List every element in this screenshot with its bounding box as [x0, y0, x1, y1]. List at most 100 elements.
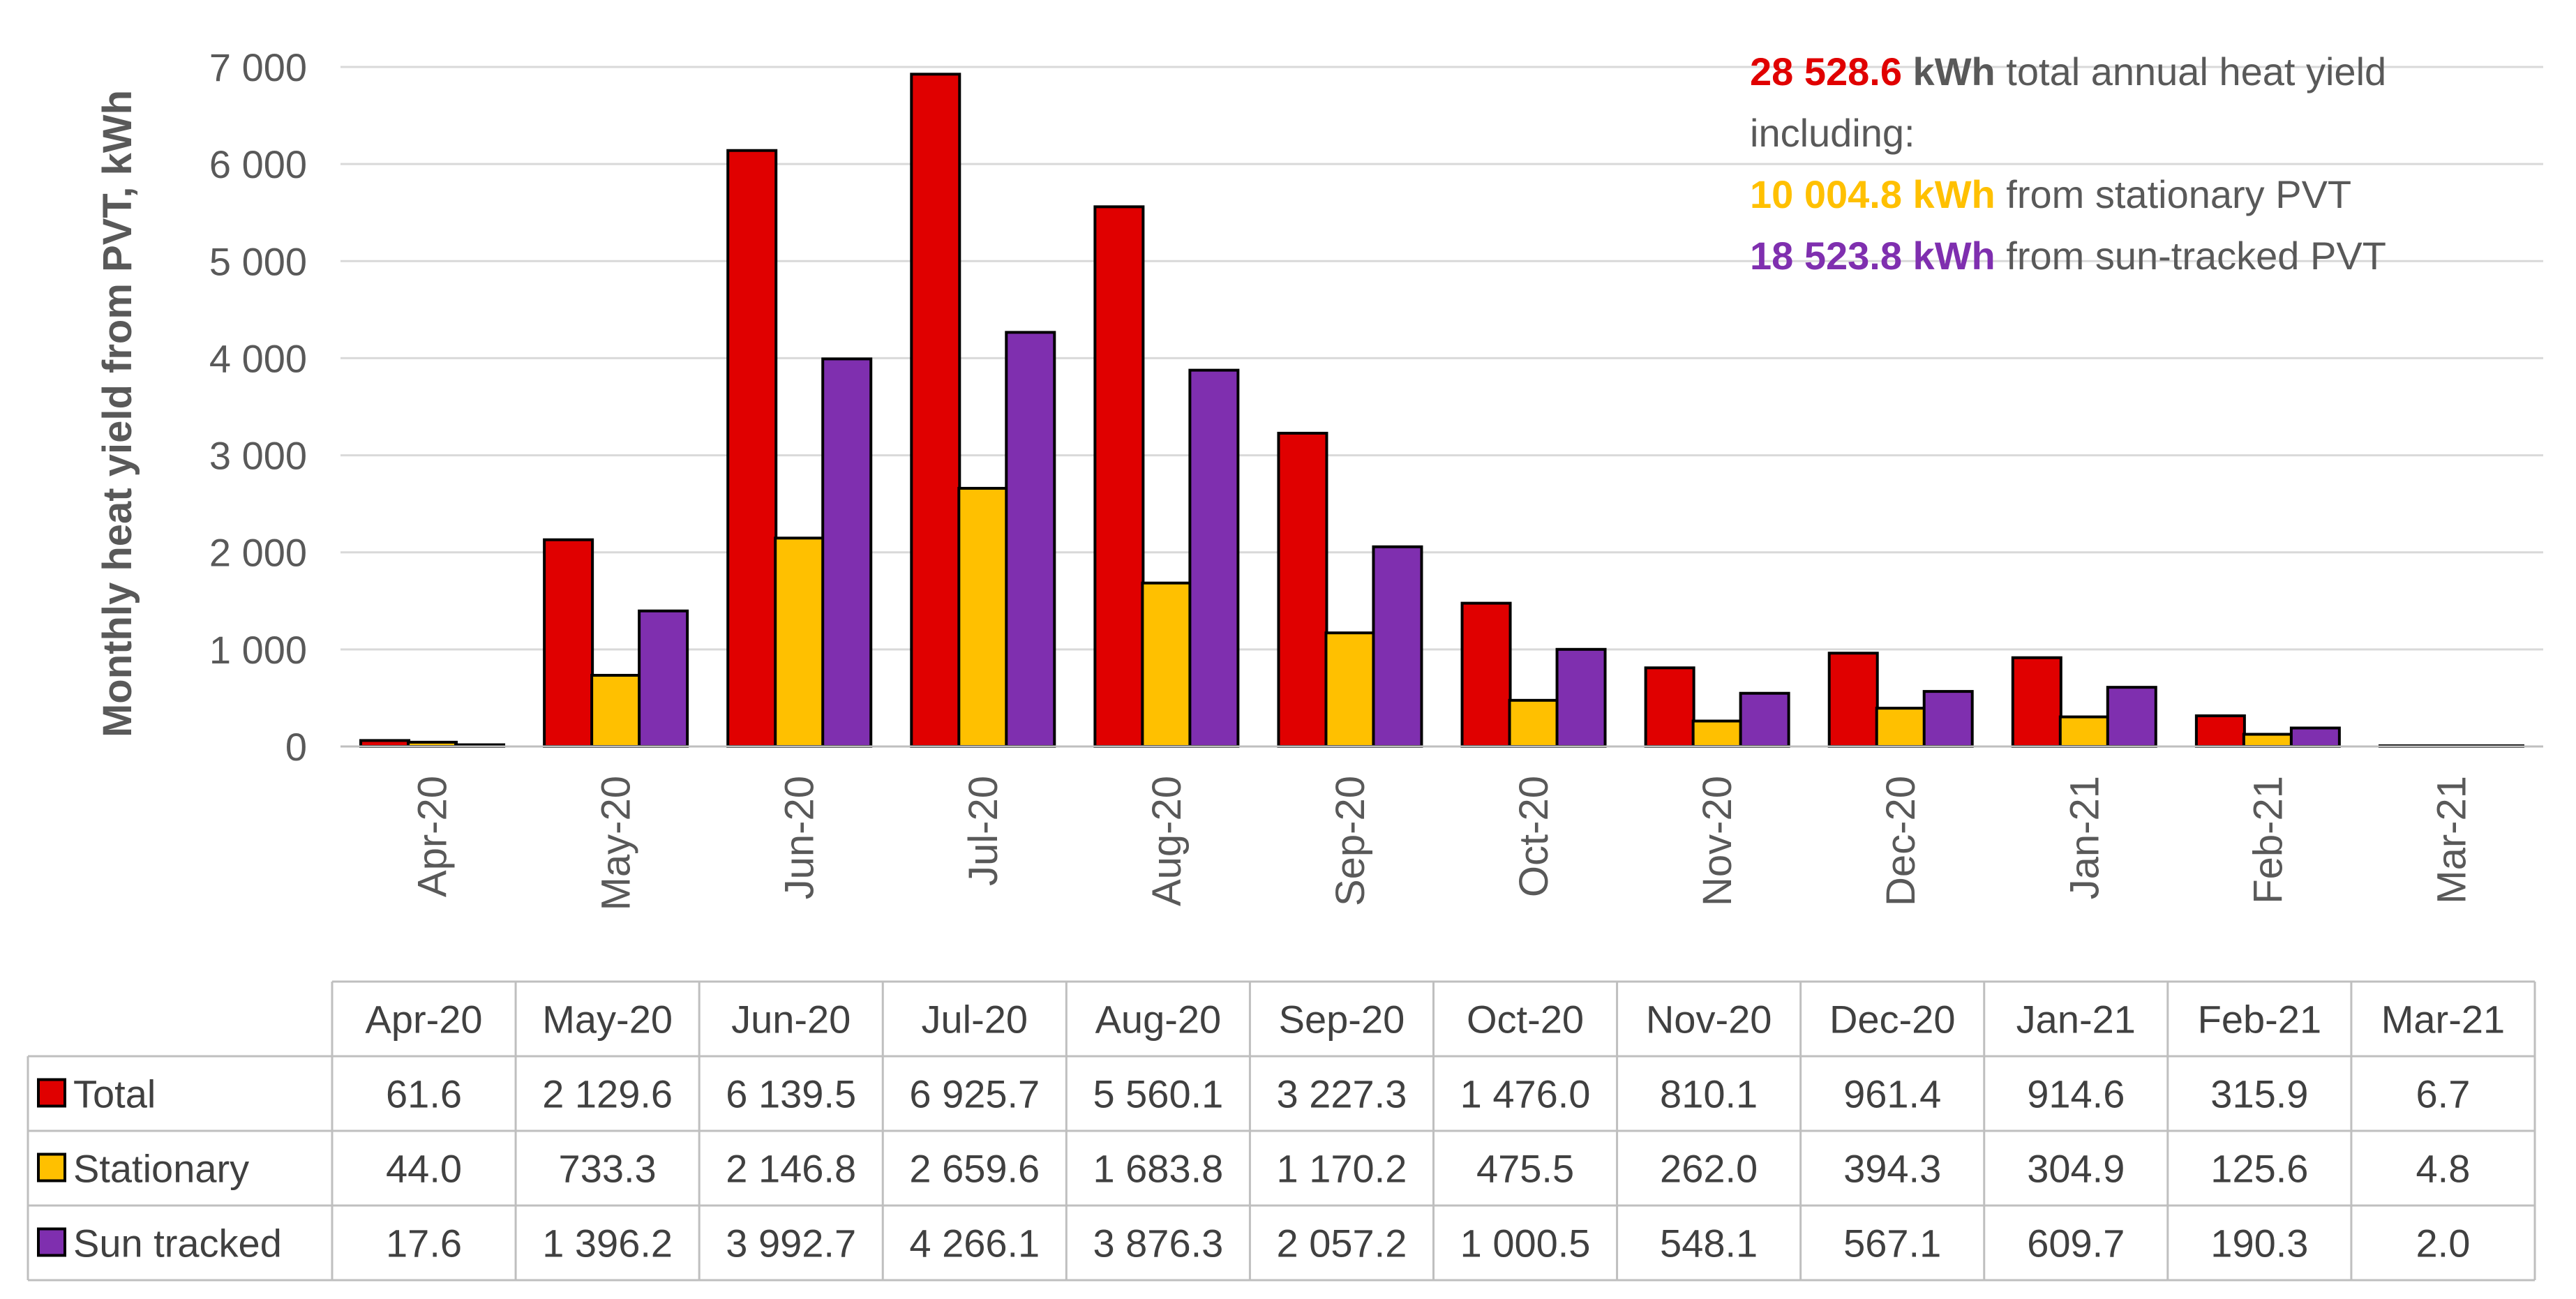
x-tick-label: Jan-21: [2062, 776, 2107, 899]
bar-total-sep-20: [1277, 431, 1328, 749]
bar-sun-tracked-aug-20: [1188, 368, 1240, 748]
table-value-cell: 567.1: [1843, 1222, 1941, 1266]
table-series-name: Total: [73, 1072, 156, 1116]
bar-sun-tracked-oct-20: [1555, 647, 1607, 749]
table-value-cell: 810.1: [1660, 1072, 1758, 1116]
bar-stationary-sep-20: [1324, 631, 1376, 749]
bar-total-may-20: [543, 538, 594, 749]
table-value-cell: 2.0: [2416, 1222, 2471, 1266]
bar-sun-tracked-nov-20: [1739, 691, 1790, 748]
bar-stationary-nov-20: [1691, 719, 1743, 748]
table-value-cell: 5 560.1: [1093, 1072, 1223, 1116]
bar-stationary-jul-20: [957, 486, 1009, 748]
bar-stationary-aug-20: [1141, 581, 1192, 748]
table-value-cell: 44.0: [386, 1147, 462, 1191]
table-value-cell: 1 396.2: [542, 1222, 673, 1266]
table-value-cell: 733.3: [559, 1147, 657, 1191]
y-tick-label: 5 000: [209, 239, 307, 283]
x-tick-label: Oct-20: [1511, 776, 1557, 897]
bar-sun-tracked-jul-20: [1005, 331, 1056, 748]
table-value-cell: 1 170.2: [1277, 1147, 1407, 1191]
y-tick-label: 3 000: [209, 434, 307, 478]
bar-total-jul-20: [910, 73, 961, 748]
bar-total-nov-20: [1644, 666, 1695, 749]
table-value-cell: 61.6: [386, 1072, 462, 1116]
bar-sun-tracked-feb-21: [2289, 726, 2341, 749]
x-tick-label: Mar-21: [2429, 776, 2474, 904]
table-value-cell: 315.9: [2210, 1072, 2308, 1116]
table-value-cell: 609.7: [2027, 1222, 2125, 1266]
x-tick-label: Sep-20: [1328, 776, 1373, 906]
table-header-cell: Mar-21: [2381, 998, 2505, 1042]
table-value-cell: 3 876.3: [1093, 1222, 1223, 1266]
table-header-cell: Nov-20: [1646, 998, 1772, 1042]
annotation-part: including:: [1750, 111, 1915, 155]
bar-stationary-feb-21: [2242, 733, 2293, 749]
bar-stationary-may-20: [590, 673, 642, 749]
bar-total-jun-20: [726, 149, 778, 748]
bar-total-dec-20: [1827, 652, 1879, 748]
table-value-cell: 17.6: [386, 1222, 462, 1266]
bar-stationary-jun-20: [774, 536, 825, 748]
y-tick-label: 0: [285, 725, 307, 769]
table-value-cell: 4 266.1: [909, 1222, 1040, 1266]
x-tick-label: Aug-20: [1144, 776, 1190, 906]
table-series-name: Stationary: [73, 1147, 249, 1191]
bar-sun-tracked-sep-20: [1372, 545, 1423, 748]
legend-swatch: [37, 1078, 66, 1108]
annotation-part: kWh: [1902, 50, 1995, 93]
annotation-line: including:: [1750, 111, 1915, 155]
table-value-cell: 1 000.5: [1460, 1222, 1591, 1266]
annotation-part: from sun-tracked PVT: [1995, 234, 2386, 278]
y-tick-label: 4 000: [209, 336, 307, 380]
bar-total-feb-21: [2194, 714, 2246, 749]
bar-sun-tracked-jan-21: [2106, 686, 2157, 749]
table-value-cell: 961.4: [1843, 1072, 1941, 1116]
table-value-cell: 1 476.0: [1460, 1072, 1591, 1116]
x-tick-label: Nov-20: [1695, 776, 1740, 906]
table-value-cell: 6 139.5: [726, 1072, 856, 1116]
table-value-cell: 304.9: [2027, 1147, 2125, 1191]
table-header-cell: Aug-20: [1095, 998, 1222, 1042]
table-header-cell: Oct-20: [1467, 998, 1584, 1042]
annotation-part: 18 523.8 kWh: [1750, 234, 1995, 278]
table-header-cell: Dec-20: [1829, 998, 1956, 1042]
table-value-cell: 3 992.7: [726, 1222, 856, 1266]
table-value-cell: 6.7: [2416, 1072, 2471, 1116]
table-header-cell: May-20: [542, 998, 673, 1042]
table-value-cell: 2 129.6: [542, 1072, 673, 1116]
table-value-cell: 548.1: [1660, 1222, 1758, 1266]
table-header-cell: Jun-20: [731, 998, 851, 1042]
y-axis-title: Monthly heat yield from PVT, kWh: [95, 90, 140, 737]
legend-swatch: [37, 1152, 66, 1182]
legend-swatch: [37, 1227, 66, 1257]
annotation-part: total annual heat yield: [1995, 50, 2386, 93]
annotation-line: 18 523.8 kWh from sun-tracked PVT: [1750, 234, 2386, 278]
annotation-part: from stationary PVT: [1995, 172, 2351, 216]
bar-sun-tracked-jun-20: [821, 357, 873, 748]
x-tick-label: Jul-20: [961, 776, 1006, 886]
table-header-cell: Jul-20: [922, 998, 1028, 1042]
y-tick-label: 2 000: [209, 531, 307, 575]
x-tick-label: Jun-20: [777, 776, 823, 899]
x-tick-label: May-20: [594, 776, 639, 910]
annotation-line: 10 004.8 kWh from stationary PVT: [1750, 172, 2351, 216]
bar-stationary-jan-21: [2058, 715, 2110, 748]
table-value-cell: 475.5: [1476, 1147, 1574, 1191]
table-value-cell: 262.0: [1660, 1147, 1758, 1191]
table-value-cell: 394.3: [1843, 1147, 1941, 1191]
table-value-cell: 190.3: [2210, 1222, 2308, 1266]
bar-stationary-dec-20: [1875, 707, 1926, 749]
y-tick-label: 6 000: [209, 142, 307, 186]
annotation-part: 10 004.8 kWh: [1750, 172, 1995, 216]
y-tick-label: 1 000: [209, 628, 307, 672]
bar-sun-tracked-dec-20: [1922, 690, 1974, 749]
bar-stationary-oct-20: [1508, 698, 1559, 749]
table-series-name: Sun tracked: [73, 1222, 282, 1266]
x-tick-label: Feb-21: [2245, 776, 2291, 904]
bar-total-oct-20: [1460, 601, 1512, 748]
table-value-cell: 3 227.3: [1277, 1072, 1407, 1116]
annotation-line: 28 528.6 kWh total annual heat yield: [1750, 50, 2386, 93]
